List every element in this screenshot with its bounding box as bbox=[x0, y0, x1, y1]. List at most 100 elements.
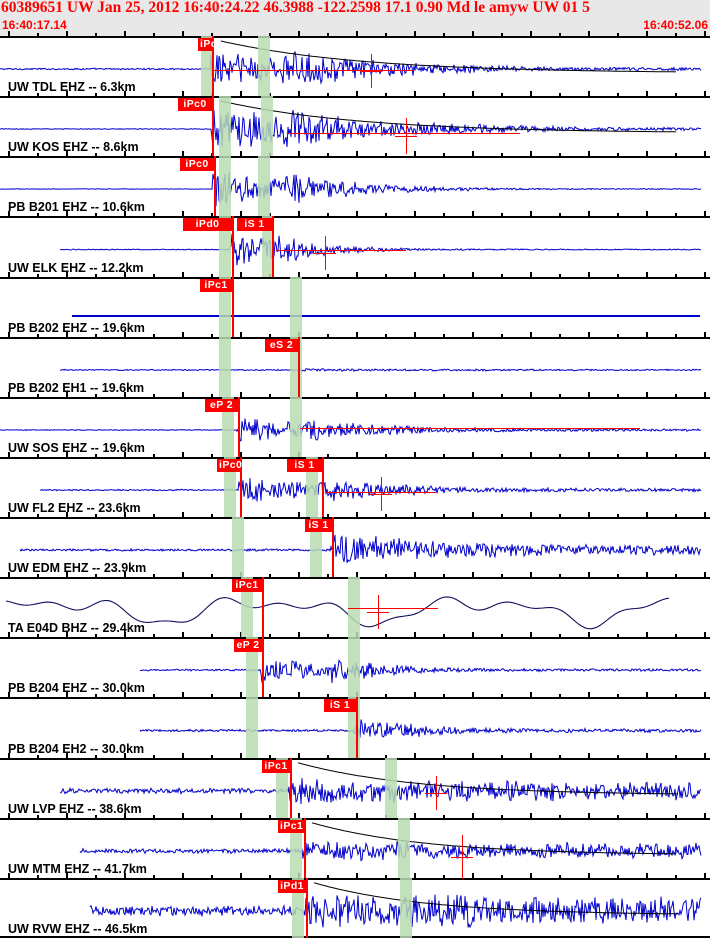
phase-pick-tag[interactable]: iPc0 bbox=[217, 459, 243, 472]
phase-pick-tag[interactable]: eP 2 bbox=[234, 639, 262, 652]
trace-row[interactable]: iS 1 UW EDM EHZ -- 23.9km bbox=[0, 512, 710, 577]
waveform[interactable] bbox=[0, 397, 710, 457]
axis-tick bbox=[704, 753, 706, 759]
trace-row[interactable]: iPc1 UW MTM EHZ -- 41.7km bbox=[0, 813, 710, 879]
waveform[interactable] bbox=[0, 337, 710, 397]
pick-line-s[interactable] bbox=[356, 697, 358, 758]
phase-pick-tag[interactable]: eP 2 bbox=[205, 399, 238, 412]
axis-tick bbox=[443, 274, 445, 278]
trace-row[interactable]: iPc0 iS 1 UW FL2 EHZ -- 23.6km bbox=[0, 452, 710, 517]
waveform[interactable] bbox=[0, 517, 710, 577]
pick-line-p[interactable] bbox=[240, 457, 242, 517]
trace-row[interactable]: iS 1 PB B204 EH2 -- 30.0km bbox=[0, 692, 710, 758]
trace-row[interactable]: iPc1 UW LVP EHZ -- 38.6km bbox=[0, 753, 710, 818]
waveform[interactable] bbox=[0, 96, 710, 156]
amplitude-cross-horizontal bbox=[360, 71, 382, 73]
axis-tick bbox=[269, 334, 271, 338]
s-window-shade bbox=[385, 758, 397, 818]
axis-tick bbox=[37, 815, 39, 819]
axis-tick bbox=[356, 332, 358, 338]
axis-tick bbox=[675, 274, 677, 278]
phase-pick-tag[interactable]: iPc0 bbox=[178, 98, 212, 111]
phase-pick-tag[interactable]: iPc0 bbox=[180, 158, 214, 171]
phase-pick-tag[interactable]: iS 1 bbox=[324, 699, 356, 712]
pick-line-p[interactable] bbox=[262, 577, 264, 637]
axis-tick bbox=[704, 151, 706, 157]
s-window-shade bbox=[246, 697, 258, 758]
axis-tick bbox=[704, 211, 706, 217]
time-axis-ticks bbox=[0, 632, 710, 638]
phase-pick-tag[interactable]: eS 2 bbox=[265, 339, 298, 352]
axis-tick bbox=[588, 272, 590, 278]
trace-row[interactable]: iPc1 TA E04D BHZ -- 29.4km bbox=[0, 572, 710, 637]
trace-row[interactable]: iPc1 UW TDL EHZ -- 6.3km bbox=[0, 31, 710, 96]
axis-tick bbox=[646, 753, 648, 759]
axis-tick bbox=[211, 875, 213, 879]
phase-pick-tag[interactable]: iPc1 bbox=[198, 38, 224, 51]
trace-row[interactable]: iPd0 iS 1 UW ELK EHZ -- 12.2km bbox=[0, 211, 710, 277]
axis-tick bbox=[240, 91, 242, 97]
waveform[interactable] bbox=[0, 637, 710, 697]
phase-pick-tag[interactable]: iS 1 bbox=[237, 218, 272, 231]
amplitude-cross-horizontal bbox=[367, 612, 389, 614]
axis-tick bbox=[472, 452, 474, 458]
axis-tick bbox=[501, 634, 503, 638]
phase-pick-tag[interactable]: iPc1 bbox=[232, 579, 262, 592]
waveform[interactable] bbox=[0, 758, 710, 818]
axis-tick bbox=[240, 31, 242, 37]
phase-pick-tag[interactable]: iPd1 bbox=[278, 880, 306, 893]
waveform[interactable] bbox=[0, 818, 710, 878]
pick-line-s[interactable] bbox=[322, 457, 324, 517]
waveform[interactable] bbox=[0, 156, 710, 216]
pick-line-p[interactable] bbox=[262, 637, 264, 697]
trace-row[interactable]: eP 2 PB B204 EHZ -- 30.0km bbox=[0, 632, 710, 697]
phase-pick-tag[interactable]: iPc1 bbox=[200, 279, 232, 292]
waveform[interactable] bbox=[0, 697, 710, 758]
trace-row[interactable]: eS 2 PB B202 EH1 -- 19.6km bbox=[0, 332, 710, 397]
phase-pick-tag[interactable]: iS 1 bbox=[305, 519, 332, 532]
pick-line-s[interactable] bbox=[298, 337, 300, 397]
axis-tick bbox=[153, 694, 155, 698]
trace-row[interactable]: eP 2 UW SOS EHZ -- 19.6km bbox=[0, 392, 710, 457]
phase-pick-tag[interactable]: iPc1 bbox=[278, 820, 304, 833]
axis-tick bbox=[298, 692, 300, 698]
pick-line-p[interactable] bbox=[304, 818, 306, 878]
trace-row[interactable]: iPd1 UW RVW EHZ -- 46.5km bbox=[0, 873, 710, 938]
axis-tick bbox=[501, 454, 503, 458]
pick-line-p[interactable] bbox=[214, 156, 216, 216]
pick-line-p[interactable] bbox=[212, 36, 214, 96]
axis-tick bbox=[646, 272, 648, 278]
axis-tick bbox=[588, 211, 590, 217]
pick-line-p[interactable] bbox=[238, 397, 240, 457]
axis-tick bbox=[95, 755, 97, 759]
pick-line-s[interactable] bbox=[332, 517, 334, 577]
axis-tick bbox=[153, 755, 155, 759]
pick-line-s[interactable] bbox=[272, 216, 274, 277]
trace-row[interactable]: iPc0 PB B201 EHZ -- 10.6km bbox=[0, 151, 710, 216]
pick-line-p[interactable] bbox=[212, 96, 214, 156]
waveform[interactable] bbox=[0, 878, 710, 938]
waveform[interactable] bbox=[0, 577, 710, 637]
phase-pick-tag[interactable]: iS 1 bbox=[287, 459, 322, 472]
axis-tick bbox=[327, 694, 329, 698]
waveform[interactable] bbox=[0, 36, 710, 96]
phase-pick-tag[interactable]: iPd0 bbox=[183, 218, 232, 231]
axis-tick bbox=[269, 634, 271, 638]
axis-tick bbox=[95, 694, 97, 698]
pick-line-p[interactable] bbox=[232, 277, 234, 337]
pick-line-p[interactable] bbox=[290, 758, 292, 818]
waveform[interactable] bbox=[0, 457, 710, 517]
axis-tick bbox=[588, 452, 590, 458]
axis-tick bbox=[66, 211, 68, 217]
waveform[interactable] bbox=[0, 216, 710, 277]
phase-pick-tag[interactable]: iPc1 bbox=[262, 760, 290, 773]
axis-tick bbox=[182, 392, 184, 398]
waveform[interactable] bbox=[0, 277, 710, 337]
event-header: 60389651 UW Jan 25, 2012 16:40:24.22 46.… bbox=[0, 0, 710, 36]
pick-line-p[interactable] bbox=[232, 216, 234, 277]
trace-row[interactable]: iPc1 PB B202 EHZ -- 19.6km bbox=[0, 272, 710, 337]
trace-row[interactable]: iPc0 UW KOS EHZ -- 8.6km bbox=[0, 91, 710, 156]
axis-tick bbox=[588, 572, 590, 578]
axis-tick bbox=[530, 91, 532, 97]
pick-line-p[interactable] bbox=[306, 878, 308, 938]
